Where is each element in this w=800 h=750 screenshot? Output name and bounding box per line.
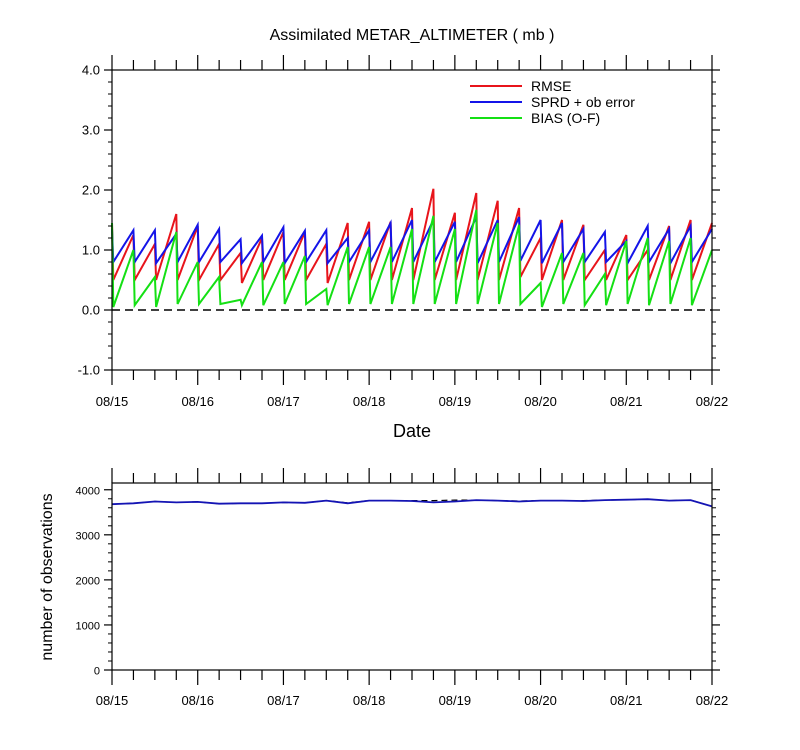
plot-frame bbox=[111, 482, 713, 671]
x-axis-label: Date bbox=[393, 421, 431, 441]
y-tick-label: 0.0 bbox=[82, 303, 100, 318]
x-tick-label: 08/21 bbox=[610, 693, 643, 708]
y-tick-label: 1000 bbox=[76, 620, 100, 632]
series-group bbox=[111, 498, 713, 508]
x-tick-label: 08/22 bbox=[696, 693, 729, 708]
x-tick-label: 08/20 bbox=[524, 693, 557, 708]
y-tick-label: 2.0 bbox=[82, 183, 100, 198]
x-tick-label: 08/22 bbox=[696, 394, 729, 409]
x-tick-label: 08/20 bbox=[524, 394, 557, 409]
x-tick-label: 08/16 bbox=[181, 394, 214, 409]
x-tick-label: 08/17 bbox=[267, 394, 300, 409]
x-tick-label: 08/19 bbox=[439, 394, 472, 409]
x-tick-label: 08/15 bbox=[96, 394, 129, 409]
y-tick-label: 0 bbox=[94, 666, 100, 678]
series-line-bias-o-f bbox=[111, 209, 713, 309]
axes-group: 08/15 08/16 08/17 08/18 08/19 08/20 08/21 08/22… bbox=[78, 55, 729, 409]
y-tick-label: 3.0 bbox=[82, 123, 100, 138]
series-line-sprd-ob-error bbox=[111, 216, 713, 267]
legend-label: BIAS (O-F) bbox=[531, 110, 600, 126]
series-line-observations-used bbox=[111, 498, 713, 508]
y-axis-label: number of observations bbox=[39, 493, 56, 660]
y-tick-label: 2000 bbox=[76, 575, 100, 587]
y-tick-label: -1.0 bbox=[78, 363, 100, 378]
chart-title: Assimilated METAR_ALTIMETER ( mb ) bbox=[270, 27, 555, 44]
y-tick-label: 1.0 bbox=[82, 243, 100, 258]
y-tick-label: 4000 bbox=[76, 485, 100, 497]
legend-label: RMSE bbox=[531, 78, 571, 94]
x-tick-label: 08/19 bbox=[439, 693, 472, 708]
y-tick-label: 4.0 bbox=[82, 63, 100, 78]
observation-count-chart: number of observations 08/15 08/16 08/17 08… bbox=[39, 468, 728, 708]
y-tick-label: 3000 bbox=[76, 530, 100, 542]
x-tick-label: 08/16 bbox=[181, 693, 214, 708]
x-tick-label: 08/17 bbox=[267, 693, 300, 708]
legend-label: SPRD + ob error bbox=[531, 94, 635, 110]
rmse-bias-chart: Assimilated METAR_ALTIMETER ( mb ) Date … bbox=[78, 27, 729, 441]
x-tick-label: 08/15 bbox=[96, 693, 129, 708]
series-group bbox=[111, 188, 713, 309]
x-tick-label: 08/18 bbox=[353, 394, 386, 409]
series-line-rmse bbox=[111, 188, 713, 284]
axes-group: 08/15 08/16 08/17 08/18 08/19 08/20 08/21 08/22… bbox=[76, 468, 729, 708]
x-tick-label: 08/21 bbox=[610, 394, 643, 409]
x-tick-label: 08/18 bbox=[353, 693, 386, 708]
